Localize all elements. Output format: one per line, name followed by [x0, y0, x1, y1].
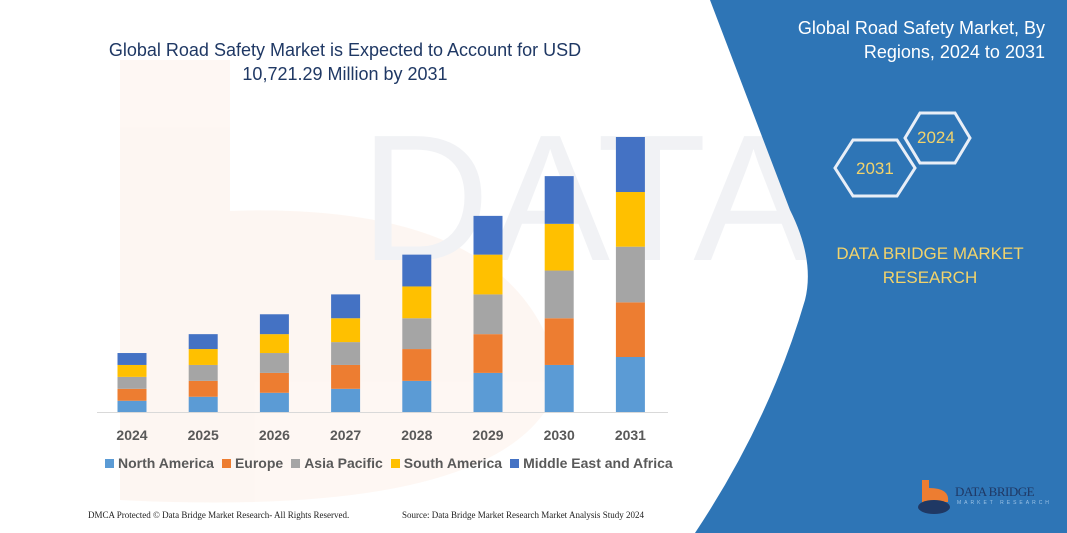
x-tick-label: 2030	[544, 427, 575, 443]
bar-segment	[117, 353, 147, 365]
hexagon-2031	[833, 138, 917, 198]
bar-segment	[402, 318, 432, 350]
bar-segment	[188, 380, 218, 397]
bar-segment	[402, 380, 432, 412]
bar-segment	[473, 254, 503, 295]
bar-segment	[615, 357, 645, 412]
bar-segment	[331, 388, 361, 412]
legend: North America Europe Asia Pacific South …	[105, 455, 673, 471]
legend-swatch	[221, 458, 231, 468]
legend-label: Europe	[234, 455, 284, 471]
x-tick-label: 2025	[188, 427, 219, 443]
bar-segment	[331, 364, 361, 389]
bar-segment	[259, 334, 289, 354]
bar-segment	[117, 364, 147, 377]
bar-segment	[402, 349, 432, 381]
panel-title: Global Road Safety Market, By Regions, 2…	[797, 18, 1045, 62]
legend-swatch	[510, 458, 520, 468]
x-tick-label: 2028	[401, 427, 432, 443]
bar-segment	[402, 286, 432, 319]
x-tick-label: 2029	[472, 427, 503, 443]
bar-segment	[473, 334, 503, 373]
bar-segment	[402, 254, 432, 287]
bar-segment	[117, 400, 147, 412]
bar-segment	[544, 270, 574, 319]
bar-segment	[544, 364, 574, 412]
x-tick-label: 2027	[330, 427, 361, 443]
x-tick-label: 2031	[615, 427, 646, 443]
bar-segment	[259, 314, 289, 335]
legend-swatch	[105, 458, 114, 468]
legend-item: North America	[105, 455, 214, 471]
bar-segment	[331, 294, 361, 319]
bar-segment	[188, 396, 218, 412]
logo-icon	[918, 480, 950, 514]
source-footer: Source: Data Bridge Market Research Mark…	[402, 510, 644, 520]
bar-segment	[473, 215, 503, 255]
x-tick-label: 2026	[259, 427, 290, 443]
bar-segment	[615, 302, 645, 358]
bar-segment	[615, 192, 645, 247]
legend-label: Middle East and Africa	[523, 455, 673, 471]
bar-segment	[259, 353, 289, 373]
legend-item: Asia Pacific	[291, 455, 383, 471]
logo-subtext: MARKET RESEARCH	[957, 500, 1052, 506]
side-panel	[695, 0, 1067, 533]
bar-segment	[331, 342, 361, 365]
bar-segment	[117, 376, 147, 389]
bar-segment	[544, 176, 574, 224]
x-tick-label: 2024	[116, 427, 147, 443]
legend-item: Middle East and Africa	[510, 455, 673, 471]
legend-item: South America	[390, 455, 503, 471]
chart-title: Global Road Safety Market is Expected to…	[108, 40, 582, 84]
bar-segment	[188, 349, 218, 365]
hexagon-2024	[903, 111, 972, 165]
bar-segment	[117, 388, 147, 401]
bar-segment	[544, 318, 574, 365]
bar-segment	[544, 223, 574, 271]
logo-text: DATA BRIDGE	[955, 484, 1035, 499]
hex-year-2024: 2024	[917, 128, 955, 147]
legend-label: North America	[118, 455, 214, 471]
stacked-bar-chart: 2024 2025 2026 2027 2028 2029 2030 2031	[97, 137, 668, 443]
legend-swatch	[291, 458, 301, 468]
legend-item: Europe	[221, 455, 284, 471]
hex-year-2031: 2031	[856, 159, 894, 178]
bar-segment	[259, 392, 289, 412]
copyright-footer: DMCA Protected © Data Bridge Market Rese…	[88, 510, 350, 520]
bar-segment	[473, 294, 503, 335]
bar-segment	[473, 372, 503, 412]
bar-segment	[188, 334, 218, 350]
brand-text: DATA BRIDGE MARKET RESEARCH	[836, 244, 1024, 287]
legend-label: South America	[403, 455, 503, 471]
bar-segment	[615, 137, 645, 193]
bar-segment	[259, 372, 289, 393]
legend-label: Asia Pacific	[304, 455, 383, 471]
legend-swatch	[390, 458, 400, 468]
bar-segment	[188, 364, 218, 381]
bar-segment	[615, 246, 645, 303]
bar-segment	[331, 318, 361, 343]
